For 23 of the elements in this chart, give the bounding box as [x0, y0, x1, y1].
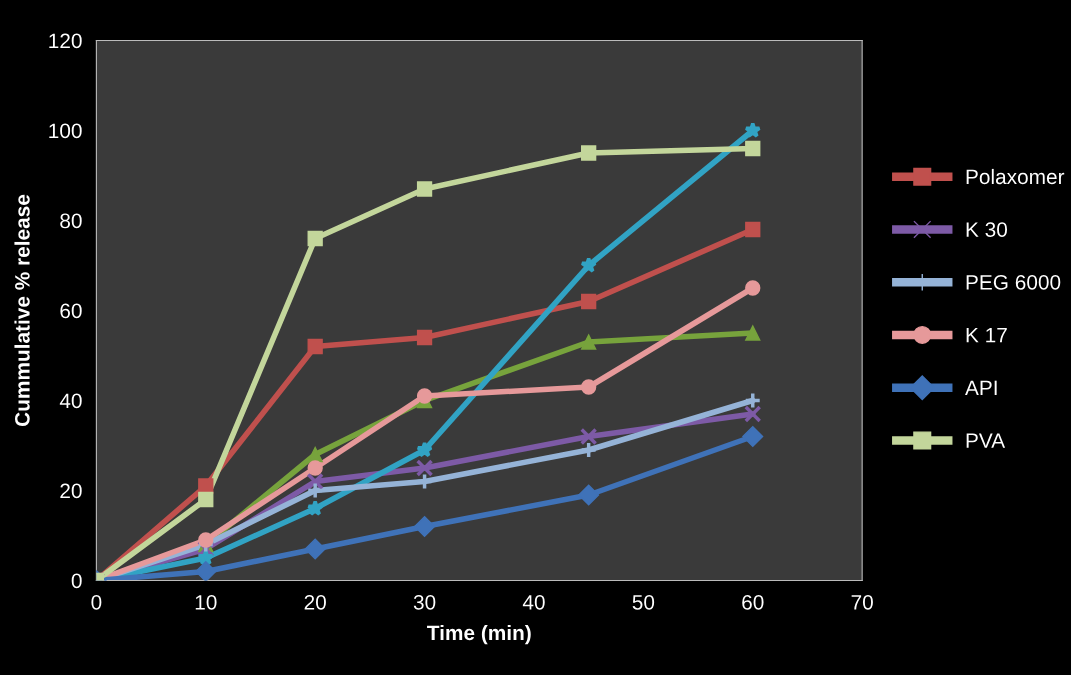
legend-label: PVA: [966, 433, 1006, 448]
y-tick-label: 80: [60, 213, 82, 229]
y-tick-label: 20: [60, 483, 82, 499]
x-axis-title: Time (min): [427, 624, 531, 645]
x-tick-label: 70: [851, 594, 873, 610]
x-tick-label: 10: [195, 594, 217, 610]
x-tick-label: 30: [413, 594, 436, 610]
x-tick-label: 40: [522, 594, 545, 610]
y-tick-label: 0: [71, 573, 82, 589]
legend-label: K 17: [966, 327, 1007, 343]
y-tick-label: 100: [49, 123, 82, 139]
x-tick-label: 20: [304, 594, 326, 610]
y-tick-label: 120: [49, 33, 82, 49]
legend-label: Polaxomer: [966, 168, 1065, 185]
legend-label: API: [965, 380, 997, 396]
legend-label: PEG 6000: [966, 274, 1061, 290]
y-axis-title: Cummulative % release: [14, 194, 30, 427]
y-tick-label: 60: [60, 303, 82, 319]
x-tick-label: 50: [632, 594, 655, 610]
x-tick-label: 0: [91, 594, 102, 610]
y-tick-label: 40: [59, 393, 82, 409]
legend-label: K 30: [966, 222, 1008, 237]
x-tick-label: 60: [742, 594, 764, 610]
